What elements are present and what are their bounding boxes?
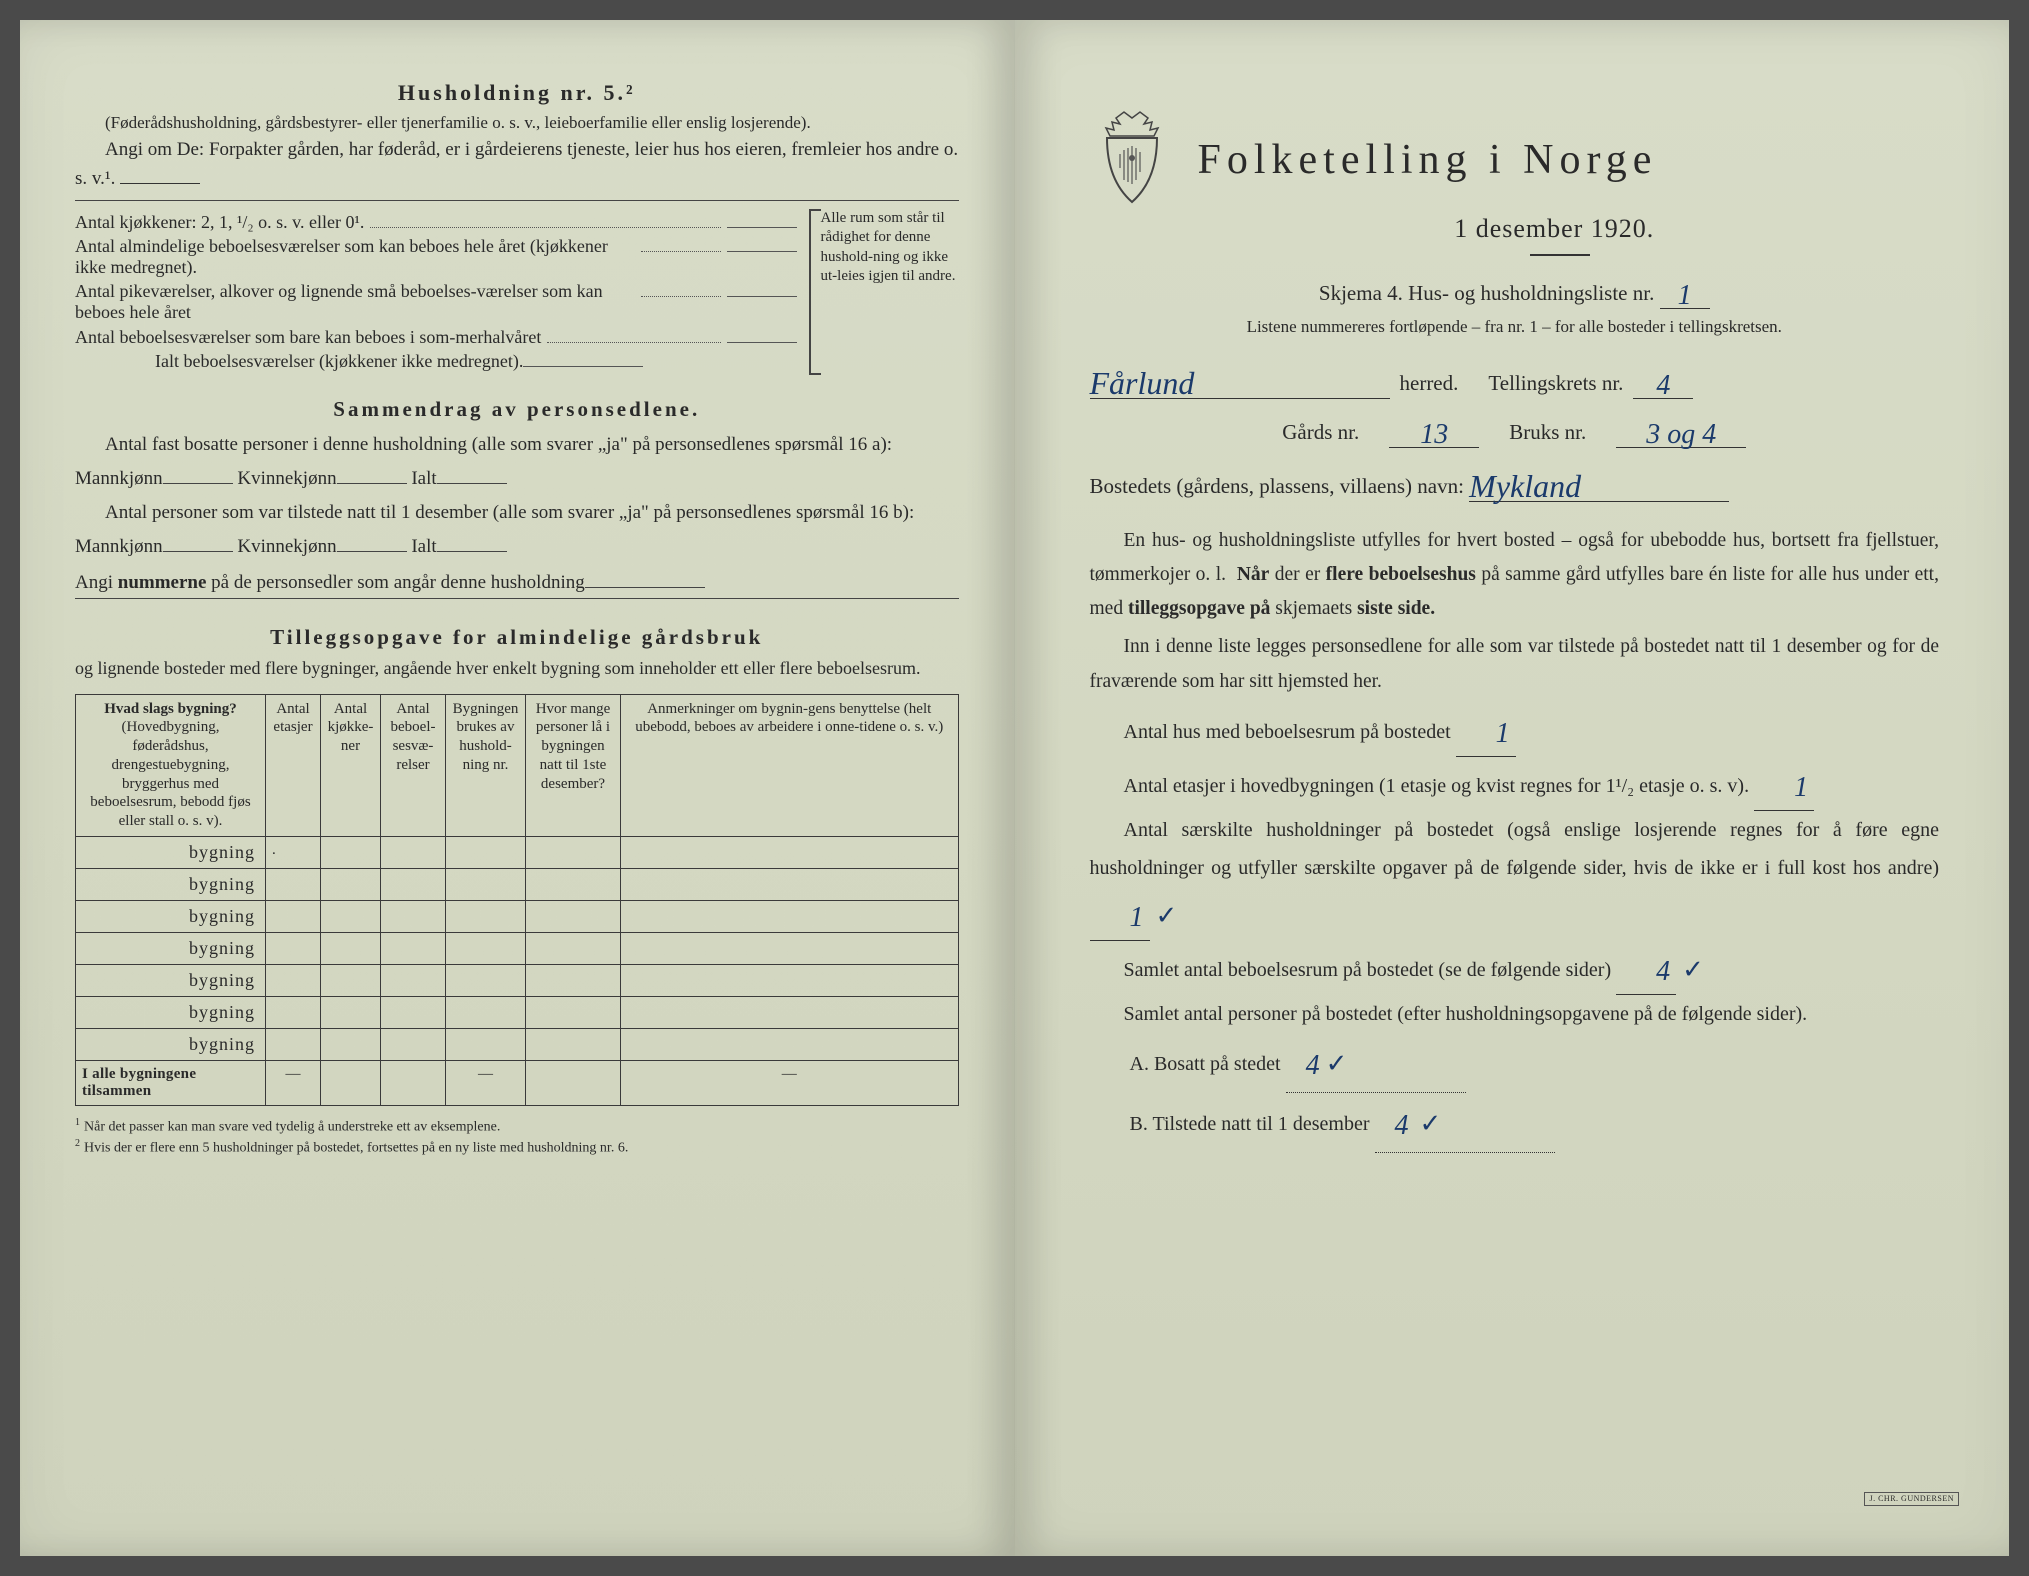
gards-row: Gårds nr. 13 Bruks nr. 3 og 4 [1090, 415, 1940, 448]
angi-line: Angi nummerne på de personsedler som ang… [75, 572, 959, 599]
bostedets-val: Mykland [1469, 468, 1581, 504]
listene: Listene nummereres fortløpende – fra nr.… [1090, 317, 1940, 337]
till-sub: og lignende bosteder med flere bygninger… [75, 656, 959, 681]
q4-val: 4 [1656, 956, 1670, 987]
krets-val: 4 [1656, 370, 1670, 401]
th-4: Antal beboel-sesvæ-relser [381, 694, 446, 836]
q2: Antal etasjer i hovedbygningen (1 etasje… [1090, 757, 1940, 811]
check-icon: ✓ [1156, 901, 1178, 930]
bruks-val: 3 og 4 [1646, 419, 1716, 450]
right-page: Folketelling i Norge 1 desember 1920. Sk… [1015, 20, 2010, 1556]
th-2: Antal etasjer [266, 694, 321, 836]
title-text: Folketelling i Norge [1198, 136, 1658, 184]
till-title: Tilleggsopgave for almindelige gårdsbruk [75, 625, 959, 650]
samm-l1: Antal fast bosatte personer i denne hush… [75, 428, 959, 496]
rule [75, 200, 959, 201]
table-total-row: I alle bygningene tilsammen — — — [76, 1060, 959, 1105]
table-row: bygning [76, 932, 959, 964]
q5: Samlet antal personer på bostedet (efter… [1090, 995, 1940, 1033]
check-icon: ✓ [1326, 1049, 1348, 1078]
printer-stamp: J. CHR. GUNDERSEN [1864, 1492, 1959, 1506]
sammendrag-section: Sammendrag av personsedlene. Antal fast … [75, 397, 959, 600]
footnotes: 1Når det passer kan man svare ved tydeli… [75, 1116, 959, 1159]
subtitle: 1 desember 1920. [1170, 214, 1940, 244]
h5-title: Husholdning nr. 5.² [75, 80, 959, 106]
document-spread: Husholdning nr. 5.² (Føderådshusholdning… [20, 20, 2009, 1556]
kitchen-total: Ialt beboelsesværelser (kjøkkener ikke m… [155, 351, 797, 372]
herred-row: Fårlund herred. Tellingskrets nr. 4 [1090, 361, 1940, 399]
table-row: bygning [76, 900, 959, 932]
h5-blank [120, 183, 200, 184]
herred-val: Fårlund [1090, 365, 1195, 401]
table-row: bygning [76, 868, 959, 900]
skjema-val: 1 [1678, 280, 1692, 311]
q4: Samlet antal beboelsesrum på bostedet (s… [1090, 941, 1940, 995]
left-page: Husholdning nr. 5.² (Føderådshusholdning… [20, 20, 1015, 1556]
divider [1530, 254, 1590, 256]
q3: Antal særskilte husholdninger på bostede… [1090, 811, 1940, 941]
q2-val: 1 [1794, 772, 1808, 803]
skjema-line: Skjema 4. Hus- og husholdningsliste nr. … [1090, 276, 1940, 309]
building-tbody: bygning. bygning bygning bygning bygning… [76, 836, 959, 1105]
qa-val: 4 [1306, 1050, 1320, 1081]
para2: Inn i denne liste legges personsedlene f… [1090, 630, 1940, 698]
q1: Antal hus med beboelsesrum på bostedet 1 [1090, 703, 1940, 757]
kitchen-block: Antal kjøkkener: 2, 1, ¹/₂ o. s. v. elle… [75, 209, 959, 375]
table-row: bygning [76, 1028, 959, 1060]
check-icon: ✓ [1682, 955, 1704, 984]
th-3: Antal kjøkke-ner [321, 694, 381, 836]
qb-val: 4 [1395, 1110, 1409, 1141]
h5-paren: (Føderådshusholdning, gårdsbestyrer- ell… [75, 112, 959, 135]
qb: B. Tilstede natt til 1 desember 4 ✓ [1130, 1093, 1940, 1153]
para1: En hus- og husholdningsliste utfylles fo… [1090, 524, 1940, 626]
table-row: bygning [76, 996, 959, 1028]
kitchen-r1: Antal almindelige beboelsesværelser som … [75, 236, 797, 278]
building-table: Hvad slags bygning? (Hovedbygning, føder… [75, 694, 959, 1106]
kitchen-brace: Alle rum som står til rådighet for denne… [809, 209, 959, 375]
th-5: Bygningen brukes av hushold-ning nr. [446, 694, 526, 836]
kitchen-r2: Antal pikeværelser, alkover og lignende … [75, 281, 797, 323]
samm-l2: Antal personer som var tilstede natt til… [75, 496, 959, 564]
tillegg-section: Tilleggsopgave for almindelige gårdsbruk… [75, 625, 959, 1158]
gards-val: 13 [1420, 419, 1448, 450]
h5-body: Angi om De: Forpakter gården, har føderå… [75, 135, 959, 194]
th-1: Hvad slags bygning? (Hovedbygning, føder… [76, 694, 266, 836]
table-row: bygning. [76, 836, 959, 868]
title-row: Folketelling i Norge [1090, 110, 1940, 210]
crest-icon [1090, 110, 1174, 210]
samm-title: Sammendrag av personsedlene. [75, 397, 959, 422]
main-title: Folketelling i Norge [1198, 136, 1658, 184]
kitchen-intro: Antal kjøkkener: 2, 1, ¹/₂ o. s. v. elle… [75, 212, 797, 233]
q3-val: 1 [1130, 902, 1144, 933]
check-icon: ✓ [1420, 1109, 1442, 1138]
th-6: Hvor mange personer lå i bygningen natt … [526, 694, 621, 836]
bostedets-row: Bostedets (gårdens, plassens, villaens) … [1090, 464, 1940, 502]
kitchen-r3: Antal beboelsesværelser som bare kan beb… [75, 326, 797, 347]
th-7: Anmerkninger om bygnin-gens benyttelse (… [621, 694, 959, 836]
table-row: bygning [76, 964, 959, 996]
kitchen-left: Antal kjøkkener: 2, 1, ¹/₂ o. s. v. elle… [75, 209, 797, 375]
q1-val: 1 [1496, 718, 1510, 749]
qa: A. Bosatt på stedet 4✓ [1130, 1033, 1940, 1093]
